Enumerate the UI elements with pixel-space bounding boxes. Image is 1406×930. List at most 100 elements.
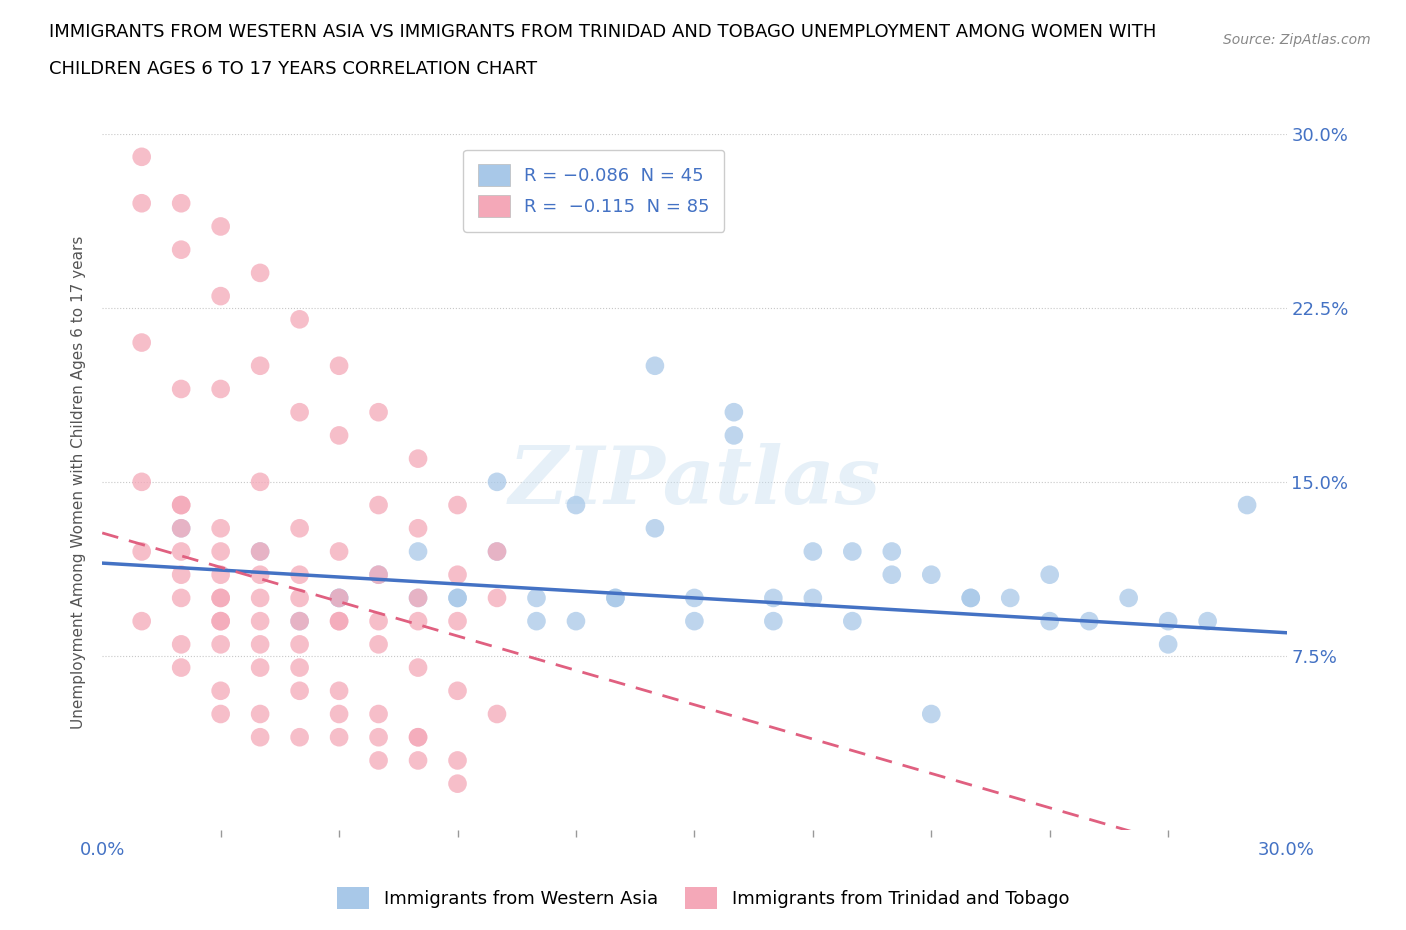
Point <box>485 544 508 559</box>
Point <box>209 591 232 605</box>
Point <box>209 614 232 629</box>
Point <box>485 707 508 722</box>
Point <box>605 591 627 605</box>
Point <box>1000 591 1022 605</box>
Point <box>249 614 271 629</box>
Point <box>170 660 193 675</box>
Point <box>249 544 271 559</box>
Point <box>841 614 863 629</box>
Point <box>249 567 271 582</box>
Point <box>367 753 389 768</box>
Point <box>1039 614 1062 629</box>
Point <box>1039 567 1062 582</box>
Point <box>485 591 508 605</box>
Legend: R = −0.086  N = 45, R =  −0.115  N = 85: R = −0.086 N = 45, R = −0.115 N = 85 <box>463 150 724 232</box>
Point <box>801 591 824 605</box>
Text: IMMIGRANTS FROM WESTERN ASIA VS IMMIGRANTS FROM TRINIDAD AND TOBAGO UNEMPLOYMENT: IMMIGRANTS FROM WESTERN ASIA VS IMMIGRAN… <box>49 23 1157 41</box>
Point <box>131 614 153 629</box>
Point <box>170 521 193 536</box>
Point <box>328 730 350 745</box>
Point <box>367 637 389 652</box>
Point <box>446 567 468 582</box>
Point <box>288 684 311 698</box>
Point <box>644 358 666 373</box>
Point <box>249 660 271 675</box>
Point <box>406 591 429 605</box>
Point <box>209 707 232 722</box>
Point <box>170 521 193 536</box>
Point <box>565 614 588 629</box>
Point <box>328 358 350 373</box>
Point <box>288 614 311 629</box>
Point <box>446 591 468 605</box>
Point <box>249 637 271 652</box>
Point <box>841 544 863 559</box>
Point <box>131 196 153 211</box>
Point <box>406 591 429 605</box>
Point <box>328 684 350 698</box>
Point <box>406 753 429 768</box>
Point <box>249 474 271 489</box>
Point <box>880 544 903 559</box>
Point <box>446 777 468 791</box>
Point <box>288 405 311 419</box>
Point <box>920 707 942 722</box>
Point <box>170 242 193 257</box>
Point <box>605 591 627 605</box>
Point <box>328 707 350 722</box>
Point <box>367 614 389 629</box>
Point <box>328 428 350 443</box>
Point <box>209 544 232 559</box>
Point <box>367 567 389 582</box>
Point <box>249 544 271 559</box>
Point <box>406 521 429 536</box>
Point <box>288 637 311 652</box>
Point <box>565 498 588 512</box>
Point <box>328 591 350 605</box>
Point <box>249 591 271 605</box>
Point <box>1118 591 1140 605</box>
Point <box>406 614 429 629</box>
Point <box>131 474 153 489</box>
Point <box>209 637 232 652</box>
Point <box>1157 614 1180 629</box>
Text: CHILDREN AGES 6 TO 17 YEARS CORRELATION CHART: CHILDREN AGES 6 TO 17 YEARS CORRELATION … <box>49 60 537 78</box>
Point <box>446 753 468 768</box>
Point <box>209 684 232 698</box>
Point <box>209 381 232 396</box>
Point <box>170 498 193 512</box>
Point <box>683 591 706 605</box>
Point <box>170 567 193 582</box>
Point <box>170 196 193 211</box>
Point <box>446 498 468 512</box>
Point <box>328 544 350 559</box>
Point <box>288 312 311 326</box>
Point <box>170 498 193 512</box>
Point <box>288 567 311 582</box>
Point <box>367 707 389 722</box>
Point <box>249 265 271 280</box>
Y-axis label: Unemployment Among Women with Children Ages 6 to 17 years: Unemployment Among Women with Children A… <box>72 235 86 728</box>
Point <box>288 730 311 745</box>
Point <box>209 521 232 536</box>
Point <box>644 521 666 536</box>
Point <box>959 591 981 605</box>
Point <box>288 521 311 536</box>
Point <box>880 567 903 582</box>
Point <box>367 567 389 582</box>
Point <box>1157 637 1180 652</box>
Point <box>170 637 193 652</box>
Point <box>170 591 193 605</box>
Legend: Immigrants from Western Asia, Immigrants from Trinidad and Tobago: Immigrants from Western Asia, Immigrants… <box>329 880 1077 916</box>
Point <box>328 591 350 605</box>
Text: Source: ZipAtlas.com: Source: ZipAtlas.com <box>1223 33 1371 46</box>
Point <box>367 730 389 745</box>
Point <box>526 591 548 605</box>
Point <box>288 660 311 675</box>
Point <box>406 660 429 675</box>
Point <box>288 591 311 605</box>
Point <box>249 707 271 722</box>
Point <box>209 219 232 234</box>
Point <box>406 730 429 745</box>
Point <box>209 288 232 303</box>
